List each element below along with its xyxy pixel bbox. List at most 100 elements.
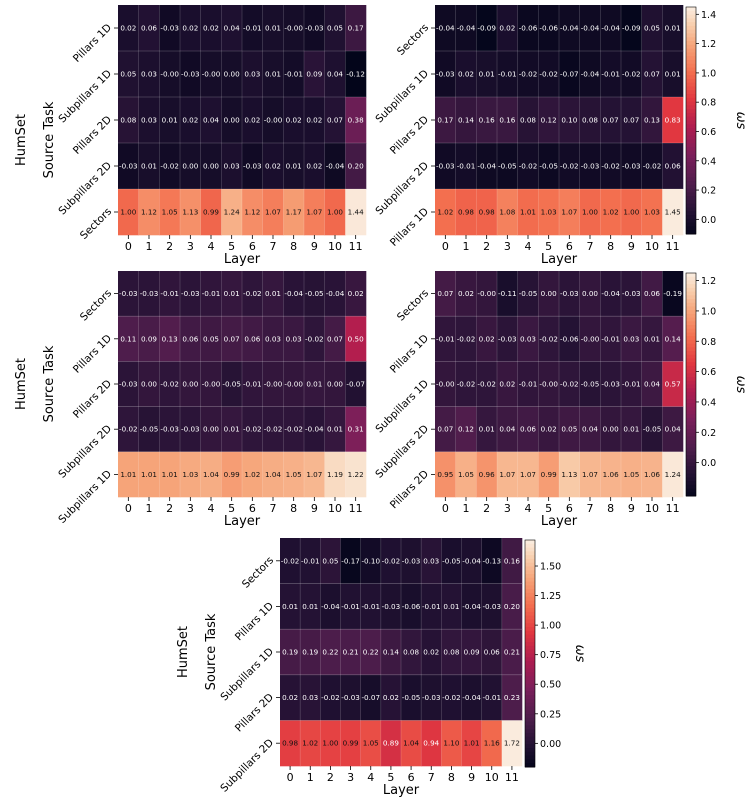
colorbar-segment (686, 477, 696, 482)
cell-value-label: 0.19 (282, 648, 298, 657)
heatmap-cell (345, 5, 367, 52)
colorbar-segment (686, 306, 696, 311)
cell-value-label: 0.01 (479, 70, 495, 79)
heatmap-cell (421, 629, 442, 676)
heatmap-cell (340, 538, 361, 584)
heatmap-cell (461, 674, 482, 721)
cell-value-label: 0.09 (464, 648, 480, 657)
colorbar-segment (525, 763, 535, 768)
cell-value-label: -0.01 (601, 70, 620, 79)
heatmap-cell (304, 316, 325, 362)
heatmap-cell (360, 583, 382, 630)
heatmap-cell (600, 143, 622, 190)
cell-value-label: 0.01 (141, 162, 157, 171)
colorbar-segment (686, 336, 696, 341)
cell-value-label: -0.11 (498, 289, 517, 298)
colorbar-segment (686, 215, 696, 220)
colorbar-segment (686, 63, 696, 69)
cell-value-label: 0.09 (141, 334, 157, 343)
cell-value-label: 0.50 (348, 334, 364, 343)
cell-value-label: -0.04 (477, 162, 496, 171)
cell-value-label: -0.03 (119, 162, 138, 171)
colorbar-segment (525, 710, 535, 715)
heatmap-cell (300, 674, 321, 721)
cell-value-label: 0.02 (306, 116, 322, 125)
colorbar-segment (686, 488, 696, 493)
heatmap-cell (221, 406, 243, 453)
cell-value-label: 0.16 (499, 116, 515, 125)
cell-value-label: -0.04 (462, 602, 481, 611)
colorbar-tick-label: 0.4 (701, 397, 716, 408)
heatmap-cell (360, 674, 382, 721)
heatmap-cell (538, 271, 560, 317)
heatmap-cell (200, 361, 222, 407)
cell-value-label: 0.14 (665, 334, 681, 343)
heatmap-cell (200, 5, 222, 52)
heatmap-cell (360, 720, 382, 767)
heatmap-cell (538, 361, 560, 407)
cell-value-label: 0.00 (203, 162, 219, 171)
colorbar-segment (686, 458, 696, 464)
x-tick-label: 11 (505, 771, 519, 784)
cell-value-label: 1.00 (322, 739, 338, 748)
cell-value-label: -0.03 (160, 425, 179, 434)
heatmap-cell (138, 361, 160, 407)
x-tick-label: 4 (208, 240, 215, 253)
heatmap-cell (421, 583, 442, 630)
heatmap-cell (118, 451, 139, 498)
heatmap-cell (435, 51, 456, 98)
cell-value-label: 0.38 (348, 116, 364, 125)
colorbar-segment (525, 589, 535, 594)
x-tick-label: 8 (448, 771, 455, 784)
cell-value-label: 0.03 (423, 556, 439, 565)
y-tick-label: Sectors (395, 287, 431, 323)
cell-value-label: 0.07 (603, 116, 619, 125)
heatmap-cell (300, 538, 321, 584)
heatmap-cell (401, 674, 422, 721)
colorbar-segment (525, 683, 535, 689)
heatmap-cell (600, 97, 622, 144)
cell-value-label: 1.06 (603, 470, 619, 479)
heatmap-cell (118, 271, 139, 317)
cell-value-label: 1.13 (182, 208, 198, 217)
cell-value-label: 0.05 (322, 556, 338, 565)
colorbar-segment (686, 10, 696, 16)
cell-value-label: 0.00 (203, 425, 219, 434)
x-tick-label: 10 (645, 502, 659, 515)
cell-value-label: 1.02 (302, 739, 318, 748)
colorbar-segment (686, 380, 696, 385)
colorbar-segment (686, 354, 696, 359)
cell-value-label: 0.01 (265, 70, 281, 79)
cell-value-label: -0.04 (560, 24, 579, 33)
cell-value-label: 0.23 (504, 693, 520, 702)
heatmap-cell (538, 316, 560, 362)
heatmap-cell (345, 51, 367, 98)
cell-value-label: 0.01 (162, 116, 178, 125)
heatmap-cell (455, 451, 477, 498)
heatmap-cell (559, 316, 580, 362)
heatmap-cell (476, 406, 498, 453)
cell-value-label: -0.01 (601, 334, 620, 343)
heatmap-cell (283, 97, 305, 144)
heatmap-cell (262, 189, 284, 236)
heatmap-cell (221, 316, 243, 362)
heatmap-cell (118, 361, 139, 407)
colorbar-segment (686, 218, 696, 224)
colorbar-segment (525, 645, 535, 651)
cell-value-label: 0.12 (541, 116, 557, 125)
heatmap-cell (538, 189, 560, 236)
cell-value-label: 0.99 (343, 739, 359, 748)
colorbar-segment (686, 78, 696, 84)
heatmap-cell (641, 406, 663, 453)
cell-value-label: -0.07 (346, 380, 365, 389)
colorbar-segment (525, 736, 535, 742)
x-tick-label: 8 (290, 502, 297, 515)
colorbar-segment (686, 469, 696, 475)
colorbar-segment (686, 299, 696, 304)
x-tick-label: 11 (349, 502, 363, 515)
heatmap-cell (559, 51, 580, 98)
heatmap-cell (579, 361, 601, 407)
colorbar-segment (525, 566, 535, 571)
colorbar-segment (686, 116, 696, 121)
